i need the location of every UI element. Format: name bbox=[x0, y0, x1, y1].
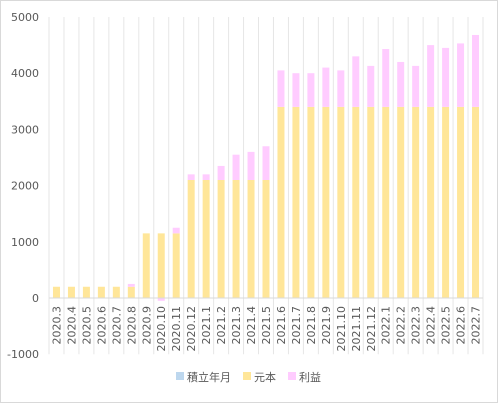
bar-元本 bbox=[157, 233, 165, 298]
bar-元本 bbox=[367, 106, 375, 298]
legend-label: 元本 bbox=[254, 370, 276, 384]
x-tick-label: 2021.3 bbox=[230, 306, 243, 345]
x-tick-label: 2021.1 bbox=[200, 306, 213, 345]
bar-元本 bbox=[412, 106, 420, 298]
bar-利益 bbox=[232, 154, 240, 180]
y-tick-label: 5000 bbox=[11, 11, 39, 24]
x-tick-label: 2022.6 bbox=[455, 306, 468, 345]
bar-元本 bbox=[397, 106, 405, 298]
x-tick-label: 2020.7 bbox=[110, 306, 123, 345]
bar-元本 bbox=[382, 106, 390, 298]
bar-元本 bbox=[247, 179, 255, 298]
bar-利益 bbox=[367, 65, 375, 107]
x-tick-label: 2022.7 bbox=[470, 306, 483, 345]
x-tick-label: 2020.5 bbox=[80, 306, 93, 345]
bar-利益 bbox=[472, 34, 480, 107]
bar-元本 bbox=[457, 106, 465, 298]
bar-利益 bbox=[262, 146, 270, 180]
x-tick-label: 2021.8 bbox=[305, 306, 318, 345]
bar-元本 bbox=[277, 106, 285, 298]
legend: 積立年月 元本 利益 bbox=[176, 370, 321, 384]
bar-利益 bbox=[202, 174, 210, 180]
bar-利益 bbox=[412, 65, 420, 107]
bar-利益 bbox=[442, 47, 450, 107]
legend-swatch bbox=[288, 372, 296, 380]
bars bbox=[52, 34, 480, 301]
bar-元本 bbox=[187, 179, 195, 298]
bar-利益 bbox=[457, 43, 465, 107]
bar-利益 bbox=[382, 49, 390, 107]
x-tick-label: 2020.3 bbox=[50, 306, 63, 345]
bar-利益 bbox=[307, 73, 315, 107]
y-tick-label: 2000 bbox=[11, 180, 39, 193]
bar-元本 bbox=[142, 233, 150, 298]
legend-label: 積立年月 bbox=[187, 370, 231, 384]
bar-利益 bbox=[427, 45, 435, 107]
bar-利益 bbox=[322, 67, 330, 107]
bar-元本 bbox=[202, 179, 210, 298]
bar-元本 bbox=[352, 106, 360, 298]
x-tick-label: 2021.4 bbox=[245, 306, 258, 345]
bar-元本 bbox=[442, 106, 450, 298]
bar-利益 bbox=[292, 73, 300, 107]
y-tick-label: 4000 bbox=[11, 67, 39, 80]
x-tick-label: 2021.2 bbox=[215, 306, 228, 345]
bar-元本 bbox=[262, 179, 270, 298]
bar-元本 bbox=[292, 106, 300, 298]
x-tick-label: 2021.5 bbox=[260, 306, 273, 345]
bar-元本 bbox=[217, 179, 225, 298]
x-tick-label: 2020.11 bbox=[170, 306, 183, 352]
bar-元本 bbox=[427, 106, 435, 298]
x-tick-label: 2021.6 bbox=[275, 306, 288, 345]
bar-元本 bbox=[307, 106, 315, 298]
x-tick-label: 2022.1 bbox=[380, 306, 393, 345]
y-tick-label: 0 bbox=[32, 292, 39, 305]
x-tick-label: 2021.10 bbox=[335, 306, 348, 352]
legend-swatch bbox=[243, 372, 251, 380]
bar-元本 bbox=[337, 106, 345, 298]
bar-利益 bbox=[172, 227, 180, 234]
bar-利益 bbox=[352, 56, 360, 107]
bar-利益 bbox=[187, 174, 195, 180]
bar-元本 bbox=[52, 286, 60, 298]
bar-元本 bbox=[472, 106, 480, 298]
bar-利益 bbox=[277, 70, 285, 107]
x-tick-label: 2021.7 bbox=[290, 306, 303, 345]
x-tick-label: 2022.4 bbox=[425, 306, 438, 345]
x-tick-label: 2020.10 bbox=[155, 306, 168, 352]
bar-元本 bbox=[67, 286, 75, 298]
x-tick-label: 2020.8 bbox=[125, 306, 138, 345]
legend-swatch bbox=[176, 372, 184, 380]
x-tick-label: 2020.9 bbox=[140, 306, 153, 345]
x-tick-label: 2020.4 bbox=[65, 306, 78, 345]
bar-元本 bbox=[112, 286, 120, 298]
bar-利益 bbox=[157, 298, 165, 301]
bar-利益 bbox=[217, 165, 225, 180]
bar-元本 bbox=[127, 286, 135, 298]
x-tick-label: 2021.9 bbox=[320, 306, 333, 345]
x-tick-label: 2021.11 bbox=[350, 306, 363, 352]
y-tick-label: 3000 bbox=[11, 123, 39, 136]
bar-利益 bbox=[337, 70, 345, 107]
x-tick-label: 2020.6 bbox=[95, 306, 108, 345]
bar-元本 bbox=[97, 286, 105, 298]
bar-元本 bbox=[82, 286, 90, 298]
x-tick-label: 2022.2 bbox=[395, 306, 408, 345]
x-tick-label: 2021.12 bbox=[365, 306, 378, 352]
bar-元本 bbox=[232, 179, 240, 298]
x-tick-label: 2020.12 bbox=[185, 306, 198, 352]
y-tick-label: -1000 bbox=[7, 348, 39, 361]
x-tick-label: 2022.5 bbox=[440, 306, 453, 345]
bar-利益 bbox=[397, 61, 405, 107]
bar-元本 bbox=[322, 106, 330, 298]
x-tick-label: 2022.3 bbox=[410, 306, 423, 345]
bar-利益 bbox=[127, 283, 135, 287]
legend-label: 利益 bbox=[299, 370, 321, 384]
y-tick-label: 1000 bbox=[11, 236, 39, 249]
bar-元本 bbox=[172, 233, 180, 298]
bar-利益 bbox=[247, 151, 255, 180]
